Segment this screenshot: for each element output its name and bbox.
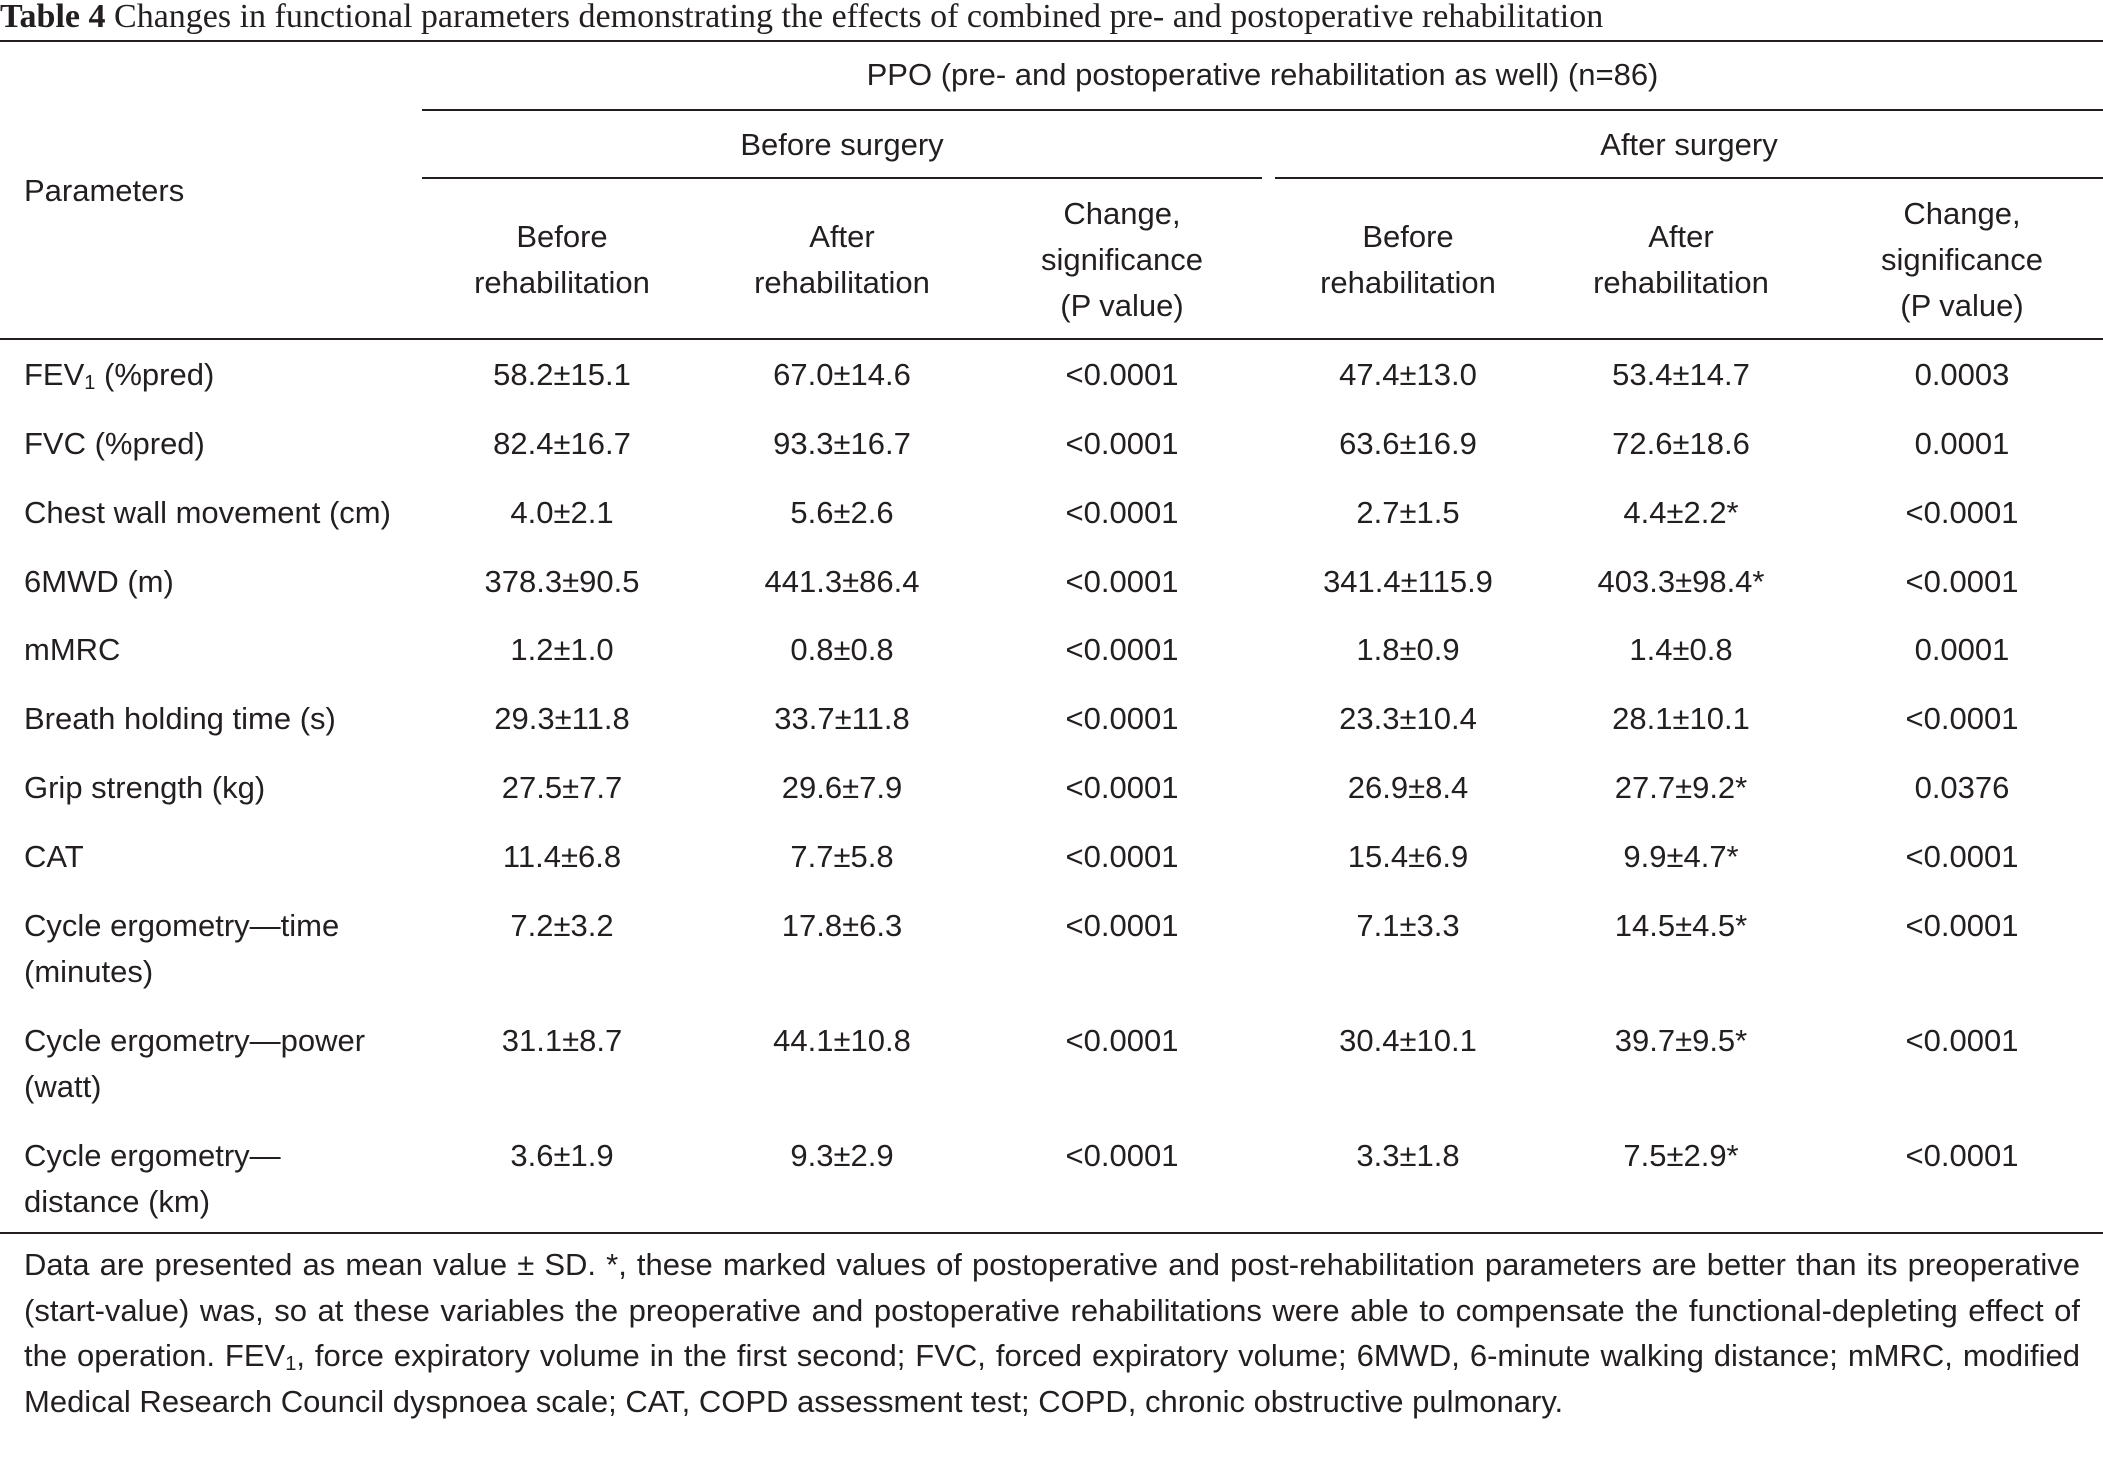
col-header-change-2: Change, significance (P value) [1881,196,2043,323]
cell-after-surgery-p-value: <0.0001 [1905,1023,2019,1058]
cell-before-surgery-before-rehab: 378.3±90.5 [484,564,640,599]
cell-after-surgery-p-value: <0.0001 [1905,564,2019,599]
cell-before-surgery-after-rehab: 17.8±6.3 [781,908,903,943]
cell-before-surgery-after-rehab: 9.3±2.9 [790,1138,894,1173]
cell-before-surgery-after-rehab: 33.7±11.8 [774,701,910,736]
parameters-header: Parameters [24,173,185,208]
cell-after-surgery-p-value: 0.0003 [1914,357,2010,392]
cell-after-surgery-before-rehab: 30.4±10.1 [1339,1023,1477,1058]
row-parameter-label: CAT [24,839,84,874]
group-rule [422,109,2103,111]
row-parameter-label: FVC (%pred) [24,426,205,461]
row-parameter-label: FEV1 (%pred) [24,357,215,394]
cell-before-surgery-p-value: <0.0001 [1065,908,1179,943]
cell-after-surgery-after-rehab: 39.7±9.5* [1614,1023,1748,1058]
cell-after-surgery-before-rehab: 7.1±3.3 [1356,908,1460,943]
cell-before-surgery-after-rehab: 44.1±10.8 [773,1023,911,1058]
cell-after-surgery-before-rehab: 63.6±16.9 [1339,426,1477,461]
cell-after-surgery-before-rehab: 26.9±8.4 [1347,770,1469,805]
row-parameter-label: Breath holding time (s) [24,701,336,736]
cell-after-surgery-p-value: 0.0376 [1914,770,2010,805]
cell-before-surgery-p-value: <0.0001 [1065,701,1179,736]
table-footnote: Data are presented as mean value ± SD. *… [24,1247,2080,1419]
after-surgery-rule [1275,177,2103,179]
cell-after-surgery-after-rehab: 403.3±98.4* [1597,564,1765,599]
row-parameter-label: mMRC [24,632,121,667]
cell-before-surgery-p-value: <0.0001 [1065,357,1179,392]
cell-after-surgery-p-value: 0.0001 [1914,426,2010,461]
row-parameter-label: Cycle ergometry—power (watt) [24,1023,366,1104]
cell-after-surgery-after-rehab: 7.5±2.9* [1623,1138,1739,1173]
cell-before-surgery-after-rehab: 29.6±7.9 [781,770,903,805]
cell-before-surgery-p-value: <0.0001 [1065,839,1179,874]
cell-before-surgery-before-rehab: 4.0±2.1 [510,495,614,530]
cell-after-surgery-p-value: <0.0001 [1905,495,2019,530]
row-parameter-label: 6MWD (m) [24,564,174,599]
table-caption: Table 4 Changes in functional parameters… [0,0,2103,40]
cell-before-surgery-before-rehab: 31.1±8.7 [501,1023,623,1058]
cell-after-surgery-p-value: 0.0001 [1914,632,2010,667]
top-rule [0,40,2103,42]
cell-before-surgery-before-rehab: 3.6±1.9 [510,1138,614,1173]
cell-after-surgery-after-rehab: 28.1±10.1 [1612,701,1750,736]
col-header-change-1: Change, significance (P value) [1041,196,1203,323]
before-surgery-rule [422,177,1262,179]
cell-after-surgery-after-rehab: 72.6±18.6 [1612,426,1750,461]
table-caption-text: Changes in functional parameters demonst… [114,0,1604,35]
cell-after-surgery-after-rehab: 4.4±2.2* [1623,495,1739,530]
cell-after-surgery-after-rehab: 9.9±4.7* [1623,839,1739,874]
cell-after-surgery-before-rehab: 341.4±115.9 [1323,564,1493,599]
cell-after-surgery-after-rehab: 53.4±14.7 [1612,357,1750,392]
cell-before-surgery-before-rehab: 1.2±1.0 [510,632,614,667]
cell-before-surgery-after-rehab: 7.7±5.8 [790,839,894,874]
cell-before-surgery-p-value: <0.0001 [1065,1138,1179,1173]
col-header-before-rehab-2: Before rehabilitation [1320,219,1496,300]
cell-before-surgery-p-value: <0.0001 [1065,426,1179,461]
cell-after-surgery-p-value: <0.0001 [1905,1138,2019,1173]
group-header: PPO (pre- and postoperative rehabilitati… [866,57,1659,92]
cell-before-surgery-p-value: <0.0001 [1065,632,1179,667]
cell-before-surgery-before-rehab: 58.2±15.1 [493,357,631,392]
cell-before-surgery-p-value: <0.0001 [1065,564,1179,599]
cell-after-surgery-before-rehab: 2.7±1.5 [1356,495,1460,530]
cell-before-surgery-before-rehab: 82.4±16.7 [493,426,631,461]
cell-after-surgery-before-rehab: 23.3±10.4 [1339,701,1477,736]
cell-after-surgery-before-rehab: 47.4±13.0 [1339,357,1477,392]
cell-after-surgery-after-rehab: 27.7±9.2* [1614,770,1748,805]
cell-before-surgery-before-rehab: 29.3±11.8 [494,701,630,736]
cell-after-surgery-before-rehab: 15.4±6.9 [1347,839,1469,874]
cell-before-surgery-before-rehab: 11.4±6.8 [502,839,622,874]
row-parameter-label: Cycle ergometry— distance (km) [24,1138,281,1219]
cell-after-surgery-after-rehab: 1.4±0.8 [1629,632,1733,667]
after-surgery-header: After surgery [1600,127,1778,162]
cell-before-surgery-after-rehab: 93.3±16.7 [773,426,911,461]
cell-before-surgery-after-rehab: 5.6±2.6 [790,495,894,530]
cell-before-surgery-p-value: <0.0001 [1065,1023,1179,1058]
header-bottom-rule [0,338,2103,340]
cell-after-surgery-p-value: <0.0001 [1905,908,2019,943]
cell-before-surgery-before-rehab: 7.2±3.2 [510,908,614,943]
cell-before-surgery-before-rehab: 27.5±7.7 [501,770,623,805]
table-caption-label: Table 4 [0,0,106,35]
before-surgery-header: Before surgery [740,127,944,162]
cell-after-surgery-after-rehab: 14.5±4.5* [1614,908,1748,943]
table-bottom-rule [0,1232,2103,1234]
cell-before-surgery-after-rehab: 0.8±0.8 [790,632,894,667]
row-parameter-label: Grip strength (kg) [24,770,266,805]
cell-after-surgery-before-rehab: 3.3±1.8 [1356,1138,1460,1173]
col-header-before-rehab-1: Before rehabilitation [474,219,650,300]
cell-before-surgery-after-rehab: 441.3±86.4 [764,564,920,599]
row-parameter-label: Chest wall movement (cm) [24,495,391,530]
cell-before-surgery-after-rehab: 67.0±14.6 [773,357,911,392]
cell-before-surgery-p-value: <0.0001 [1065,770,1179,805]
cell-after-surgery-p-value: <0.0001 [1905,701,2019,736]
cell-after-surgery-before-rehab: 1.8±0.9 [1356,632,1460,667]
row-parameter-label: Cycle ergometry—time (minutes) [24,908,340,989]
col-header-after-rehab-1: After rehabilitation [754,219,930,300]
col-header-after-rehab-2: After rehabilitation [1593,219,1769,300]
cell-after-surgery-p-value: <0.0001 [1905,839,2019,874]
cell-before-surgery-p-value: <0.0001 [1065,495,1179,530]
